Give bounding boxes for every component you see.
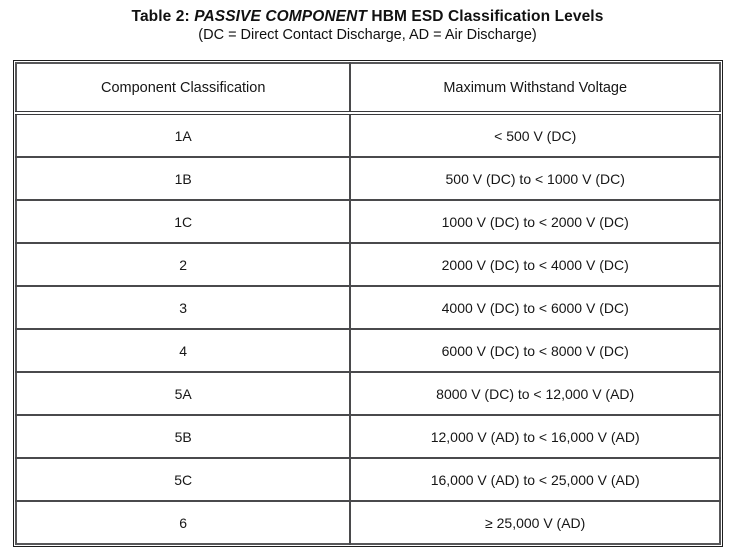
table-title-emphasis: PASSIVE COMPONENT [194, 8, 367, 25]
classification-cell: 5A [16, 371, 352, 415]
classification-cell: 5B [16, 414, 352, 458]
table-title-prefix: Table 2: [131, 8, 195, 25]
classification-cell: 2 [16, 242, 352, 286]
header-maximum-withstand-voltage: Maximum Withstand Voltage [350, 63, 720, 115]
table-row: 1C 1000 V (DC) to < 2000 V (DC) [16, 199, 720, 243]
voltage-cell: 16,000 V (AD) to < 25,000 V (AD) [350, 457, 720, 501]
classification-cell: 1B [16, 156, 352, 200]
table-title-suffix: HBM ESD Classification Levels [367, 8, 604, 25]
voltage-cell: ≥ 25,000 V (AD) [350, 500, 720, 544]
table-row: 2 2000 V (DC) to < 4000 V (DC) [16, 242, 720, 286]
voltage-cell: 2000 V (DC) to < 4000 V (DC) [350, 242, 720, 286]
voltage-cell: 12,000 V (AD) to < 16,000 V (AD) [350, 414, 720, 458]
header-component-classification: Component Classification [16, 63, 352, 115]
table-row: 1B 500 V (DC) to < 1000 V (DC) [16, 156, 720, 200]
esd-classification-table-border: Component Classification Maximum Withsta… [13, 60, 723, 547]
table-row: 6 ≥ 25,000 V (AD) [16, 500, 720, 544]
classification-cell: 5C [16, 457, 352, 501]
table-row: 4 6000 V (DC) to < 8000 V (DC) [16, 328, 720, 372]
classification-cell: 4 [16, 328, 352, 372]
table-title: Table 2: PASSIVE COMPONENT HBM ESD Class… [0, 7, 735, 26]
table-row: 3 4000 V (DC) to < 6000 V (DC) [16, 285, 720, 329]
voltage-cell: < 500 V (DC) [350, 112, 720, 157]
voltage-cell: 500 V (DC) to < 1000 V (DC) [350, 156, 720, 200]
classification-cell: 1A [16, 112, 352, 157]
classification-cell: 6 [16, 500, 352, 544]
table-row: 5A 8000 V (DC) to < 12,000 V (AD) [16, 371, 720, 415]
classification-cell: 3 [16, 285, 352, 329]
classification-cell: 1C [16, 199, 352, 243]
voltage-cell: 6000 V (DC) to < 8000 V (DC) [350, 328, 720, 372]
voltage-cell: 1000 V (DC) to < 2000 V (DC) [350, 199, 720, 243]
table-caption: Table 2: PASSIVE COMPONENT HBM ESD Class… [0, 0, 735, 44]
voltage-cell: 4000 V (DC) to < 6000 V (DC) [350, 285, 720, 329]
esd-classification-table: Component Classification Maximum Withsta… [15, 62, 721, 545]
table-subtitle: (DC = Direct Contact Discharge, AD = Air… [198, 27, 537, 43]
voltage-cell: 8000 V (DC) to < 12,000 V (AD) [350, 371, 720, 415]
table-row: 5C 16,000 V (AD) to < 25,000 V (AD) [16, 457, 720, 501]
header-row: Component Classification Maximum Withsta… [16, 63, 720, 115]
table-row: 5B 12,000 V (AD) to < 16,000 V (AD) [16, 414, 720, 458]
table-row: 1A < 500 V (DC) [16, 112, 720, 157]
